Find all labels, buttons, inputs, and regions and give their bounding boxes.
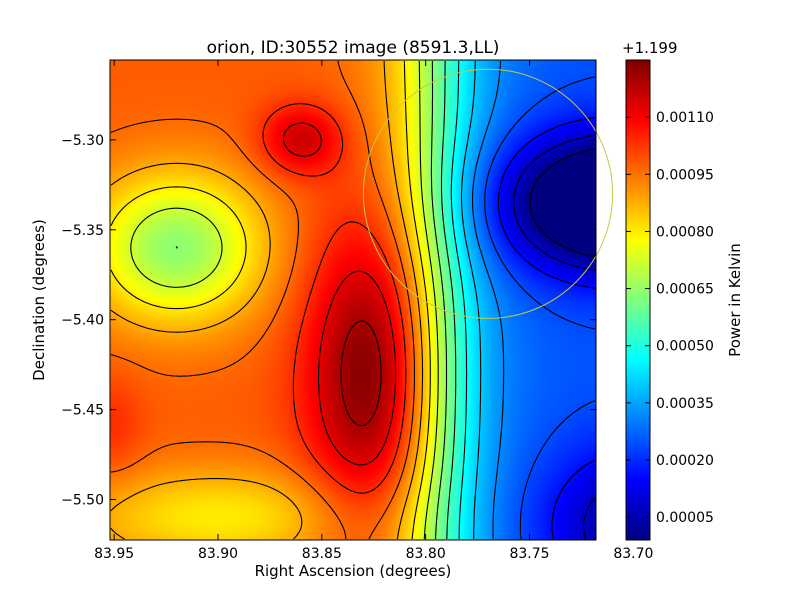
- contour-line: [110, 60, 424, 540]
- x-tick-label: 83.70: [613, 546, 653, 562]
- y-axis: −5.30 −5.35 −5.40 −5.45 −5.50: [61, 133, 596, 509]
- y-tick-label: −5.50: [61, 493, 104, 509]
- contour-line: [513, 134, 596, 540]
- heatmap-image: [110, 60, 596, 540]
- x-tick-label: 83.75: [509, 546, 549, 562]
- y-tick-label: −5.30: [61, 133, 104, 149]
- plot-frame: [109, 59, 597, 541]
- contour-line: [130, 61, 439, 540]
- y-tick-label: −5.45: [61, 403, 104, 419]
- y-tick-label: −5.35: [61, 223, 104, 239]
- contour-line: [497, 116, 596, 540]
- contour-line: [110, 60, 415, 540]
- colorbar-ticks: 0.00110 0.00095 0.00080 0.00065 0.00050 0.000…: [626, 110, 714, 526]
- x-tick-label: 83.80: [406, 546, 446, 562]
- chart-title: orion, ID:30552 image (8591.3,LL): [207, 38, 500, 58]
- colorbar-tick-label: 0.00095: [656, 167, 714, 183]
- contour-line: [460, 61, 482, 539]
- x-tick-label: 83.95: [94, 546, 134, 562]
- colorbar: 0.00110 0.00095 0.00080 0.00065 0.00050 0.000…: [622, 39, 744, 541]
- contour-line: [440, 61, 457, 540]
- x-axis: 83.95 83.90 83.85 83.80 83.75 83.70: [94, 60, 653, 562]
- y-axis-label: Declination (degrees): [30, 219, 48, 381]
- colorbar-offset-label: +1.199: [622, 39, 678, 57]
- colorbar-tick-label: 0.00020: [656, 453, 714, 469]
- colorbar-tick-label: 0.00065: [656, 282, 714, 298]
- contour-line: [450, 61, 468, 539]
- colorbar-label: Power in Kelvin: [726, 243, 744, 357]
- beam-circle: [362, 68, 614, 319]
- contour-line: [484, 76, 596, 540]
- colorbar-tick-label: 0.00110: [656, 110, 714, 126]
- colorbar-tick-label: 0.00050: [656, 339, 714, 355]
- x-axis-label: Right Ascension (degrees): [255, 562, 452, 580]
- contour-line: [282, 122, 397, 466]
- colorbar-gradient: [626, 60, 650, 540]
- contour-line: [529, 148, 596, 258]
- contour-line: [175, 61, 448, 540]
- colorbar-frame: [625, 59, 651, 541]
- y-tick-label: −5.40: [61, 313, 104, 329]
- colorbar-tick-label: 0.00005: [656, 510, 714, 526]
- contour-lines: [110, 60, 596, 540]
- x-tick-label: 83.85: [302, 546, 342, 562]
- x-tick-label: 83.90: [198, 546, 238, 562]
- colorbar-tick-label: 0.00080: [656, 224, 714, 240]
- contour-line: [110, 61, 431, 540]
- colorbar-tick-label: 0.00035: [656, 396, 714, 412]
- contour-line: [471, 60, 505, 540]
- plot-area: [109, 59, 614, 541]
- contour-line: [340, 320, 382, 427]
